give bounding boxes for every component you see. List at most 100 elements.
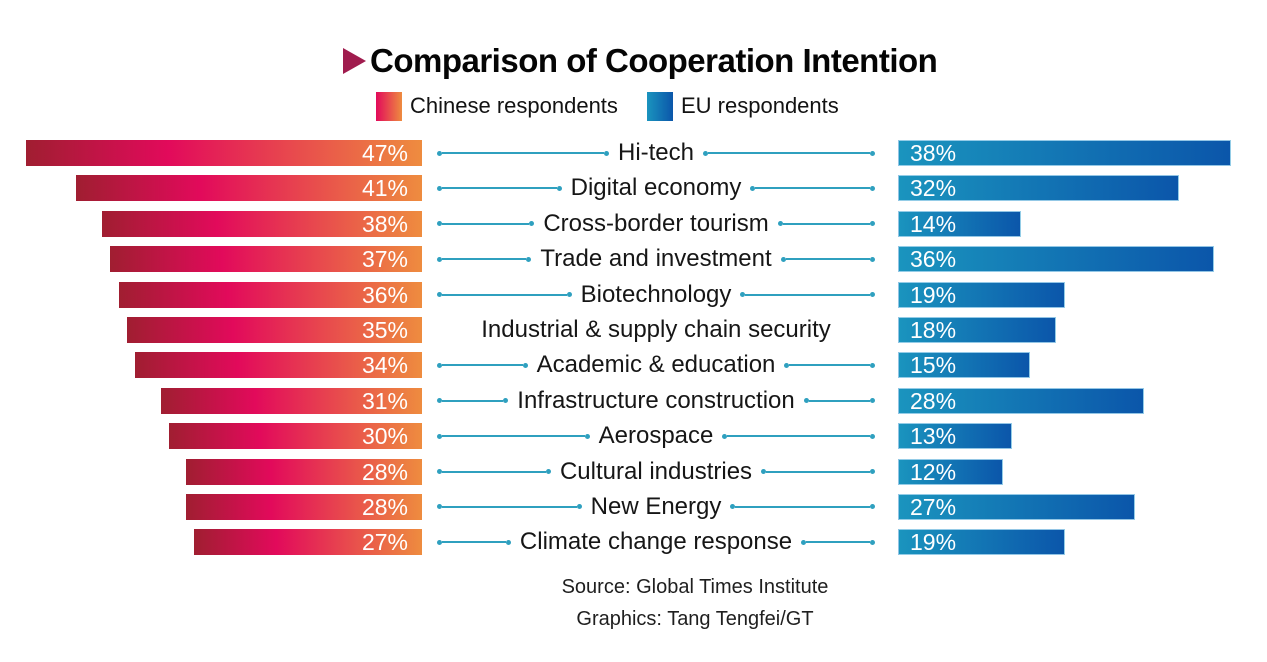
legend-swatch-eu bbox=[647, 91, 673, 121]
connector-dot-left-inner bbox=[603, 150, 609, 156]
category-zone: Aerospace bbox=[422, 423, 898, 449]
connector-dot-right-inner bbox=[803, 398, 809, 404]
chinese-bar-value: 41% bbox=[361, 175, 408, 202]
connector-dot-right-outer bbox=[870, 433, 875, 439]
eu-bar-value: 32% bbox=[910, 175, 957, 202]
chart-title: Comparison of Cooperation Intention bbox=[343, 42, 938, 80]
category-label: Infrastructure construction bbox=[517, 386, 795, 414]
chart-row: 37% Trade and investment 36% bbox=[0, 246, 1267, 273]
chinese-bar-zone: 38% bbox=[0, 210, 422, 237]
chinese-bar-value: 36% bbox=[361, 281, 408, 308]
connector-dot-right-outer bbox=[870, 362, 875, 368]
connector-line-left bbox=[442, 470, 546, 473]
chinese-bar-value: 37% bbox=[361, 246, 408, 273]
chinese-bar-value: 28% bbox=[361, 458, 408, 485]
connector-line-left bbox=[442, 399, 504, 402]
connector-dot-left-outer bbox=[437, 398, 442, 404]
category-zone: Biotechnology bbox=[422, 280, 898, 308]
eu-bar-zone: 38% bbox=[898, 140, 1267, 166]
connector-line-left bbox=[442, 435, 585, 438]
connector-dot-left-outer bbox=[437, 539, 442, 545]
chinese-bar-value: 38% bbox=[361, 210, 408, 237]
category-label: New Energy bbox=[590, 492, 722, 520]
chart-row: 35% Industrial & supply chain security 1… bbox=[0, 315, 1267, 343]
eu-bar-zone: 13% bbox=[898, 423, 1267, 450]
connector-dot-left-inner bbox=[505, 539, 511, 545]
category-label: Climate change response bbox=[519, 528, 793, 556]
connector-dot-left-inner bbox=[545, 469, 551, 475]
eu-bar-value: 12% bbox=[910, 458, 957, 485]
connector-dot-right-inner bbox=[761, 469, 767, 475]
category-zone: New Energy bbox=[422, 492, 898, 520]
eu-bar: 19% bbox=[898, 529, 1065, 556]
category-label: Hi-tech bbox=[617, 139, 695, 166]
connector-dot-right-outer bbox=[870, 469, 875, 475]
connector-dot-left-inner bbox=[503, 398, 509, 404]
legend-chinese-respondents: Chinese respondents bbox=[376, 91, 618, 121]
category-label: Cultural industries bbox=[559, 457, 753, 485]
eu-bar: 12% bbox=[898, 458, 1004, 485]
connector-line-left bbox=[442, 293, 567, 296]
connector-line-left bbox=[442, 505, 577, 508]
connector-line-right bbox=[727, 435, 870, 438]
connector-line-left bbox=[442, 258, 527, 261]
connector-dot-right-inner bbox=[703, 150, 709, 156]
category-label: Academic & education bbox=[536, 351, 776, 379]
chinese-bar-zone: 41% bbox=[0, 175, 422, 202]
chinese-bar-zone: 47% bbox=[0, 140, 422, 166]
connector-line-right bbox=[735, 505, 871, 508]
eu-bar-value: 13% bbox=[910, 423, 957, 450]
connector-dot-left-outer bbox=[437, 256, 442, 262]
connector-dot-left-outer bbox=[437, 185, 442, 191]
chinese-bar: 31% bbox=[160, 387, 422, 414]
connector-dot-right-outer bbox=[870, 221, 876, 227]
category-zone: Industrial & supply chain security bbox=[422, 315, 898, 343]
connector-dot-right-inner bbox=[740, 292, 746, 298]
connector-dot-right-inner bbox=[750, 185, 756, 191]
chinese-bar-value: 28% bbox=[361, 493, 408, 520]
chinese-bar-zone: 31% bbox=[0, 387, 422, 414]
eu-bar-zone: 14% bbox=[898, 210, 1267, 237]
chinese-bar-zone: 30% bbox=[0, 423, 422, 450]
category-label: Biotechnology bbox=[580, 280, 732, 308]
connector-line-right bbox=[708, 152, 870, 154]
eu-bar-value: 14% bbox=[910, 210, 957, 237]
chinese-bar-zone: 37% bbox=[0, 246, 422, 273]
connector-dot-left-inner bbox=[522, 362, 528, 368]
category-zone: Infrastructure construction bbox=[422, 386, 898, 414]
eu-bar: 14% bbox=[898, 210, 1021, 237]
category-label: Cross-border tourism bbox=[543, 209, 769, 237]
eu-bar-zone: 36% bbox=[898, 246, 1267, 273]
connector-line-left bbox=[442, 222, 530, 225]
connector-dot-right-outer bbox=[870, 398, 876, 404]
eu-bar: 36% bbox=[898, 246, 1214, 273]
eu-bar-value: 38% bbox=[910, 140, 957, 166]
connector-dot-right-outer bbox=[870, 256, 876, 262]
chinese-bar-zone: 34% bbox=[0, 352, 422, 379]
connector-line-right bbox=[745, 293, 870, 296]
connector-line-right bbox=[808, 399, 871, 402]
chinese-bar-zone: 36% bbox=[0, 281, 422, 308]
source-line: Source: Global Times Institute bbox=[561, 576, 829, 598]
chinese-bar-value: 47% bbox=[361, 140, 408, 166]
eu-bar-zone: 12% bbox=[898, 458, 1267, 485]
connector-dot-right-outer bbox=[870, 504, 876, 510]
eu-bar: 18% bbox=[898, 316, 1056, 343]
connector-dot-right-outer bbox=[870, 185, 875, 191]
connector-dot-right-inner bbox=[777, 221, 783, 227]
legend-eu-respondents: EU respondents bbox=[647, 91, 839, 121]
eu-bar-zone: 28% bbox=[898, 387, 1267, 414]
chinese-bar-value: 27% bbox=[361, 529, 408, 556]
connector-dot-left-outer bbox=[437, 150, 442, 156]
connector-dot-left-outer bbox=[437, 292, 442, 298]
eu-bar-value: 15% bbox=[910, 352, 957, 379]
chart-row: 28% New Energy 27% bbox=[0, 492, 1267, 520]
connector-dot-right-inner bbox=[780, 256, 786, 262]
connector-line-right bbox=[755, 187, 870, 190]
chinese-bar-value: 35% bbox=[361, 316, 408, 343]
category-label: Industrial & supply chain security bbox=[481, 315, 831, 343]
legend-swatch-chinese bbox=[376, 91, 402, 121]
connector-dot-right-inner bbox=[730, 504, 736, 510]
connector-dot-left-outer bbox=[437, 504, 442, 510]
